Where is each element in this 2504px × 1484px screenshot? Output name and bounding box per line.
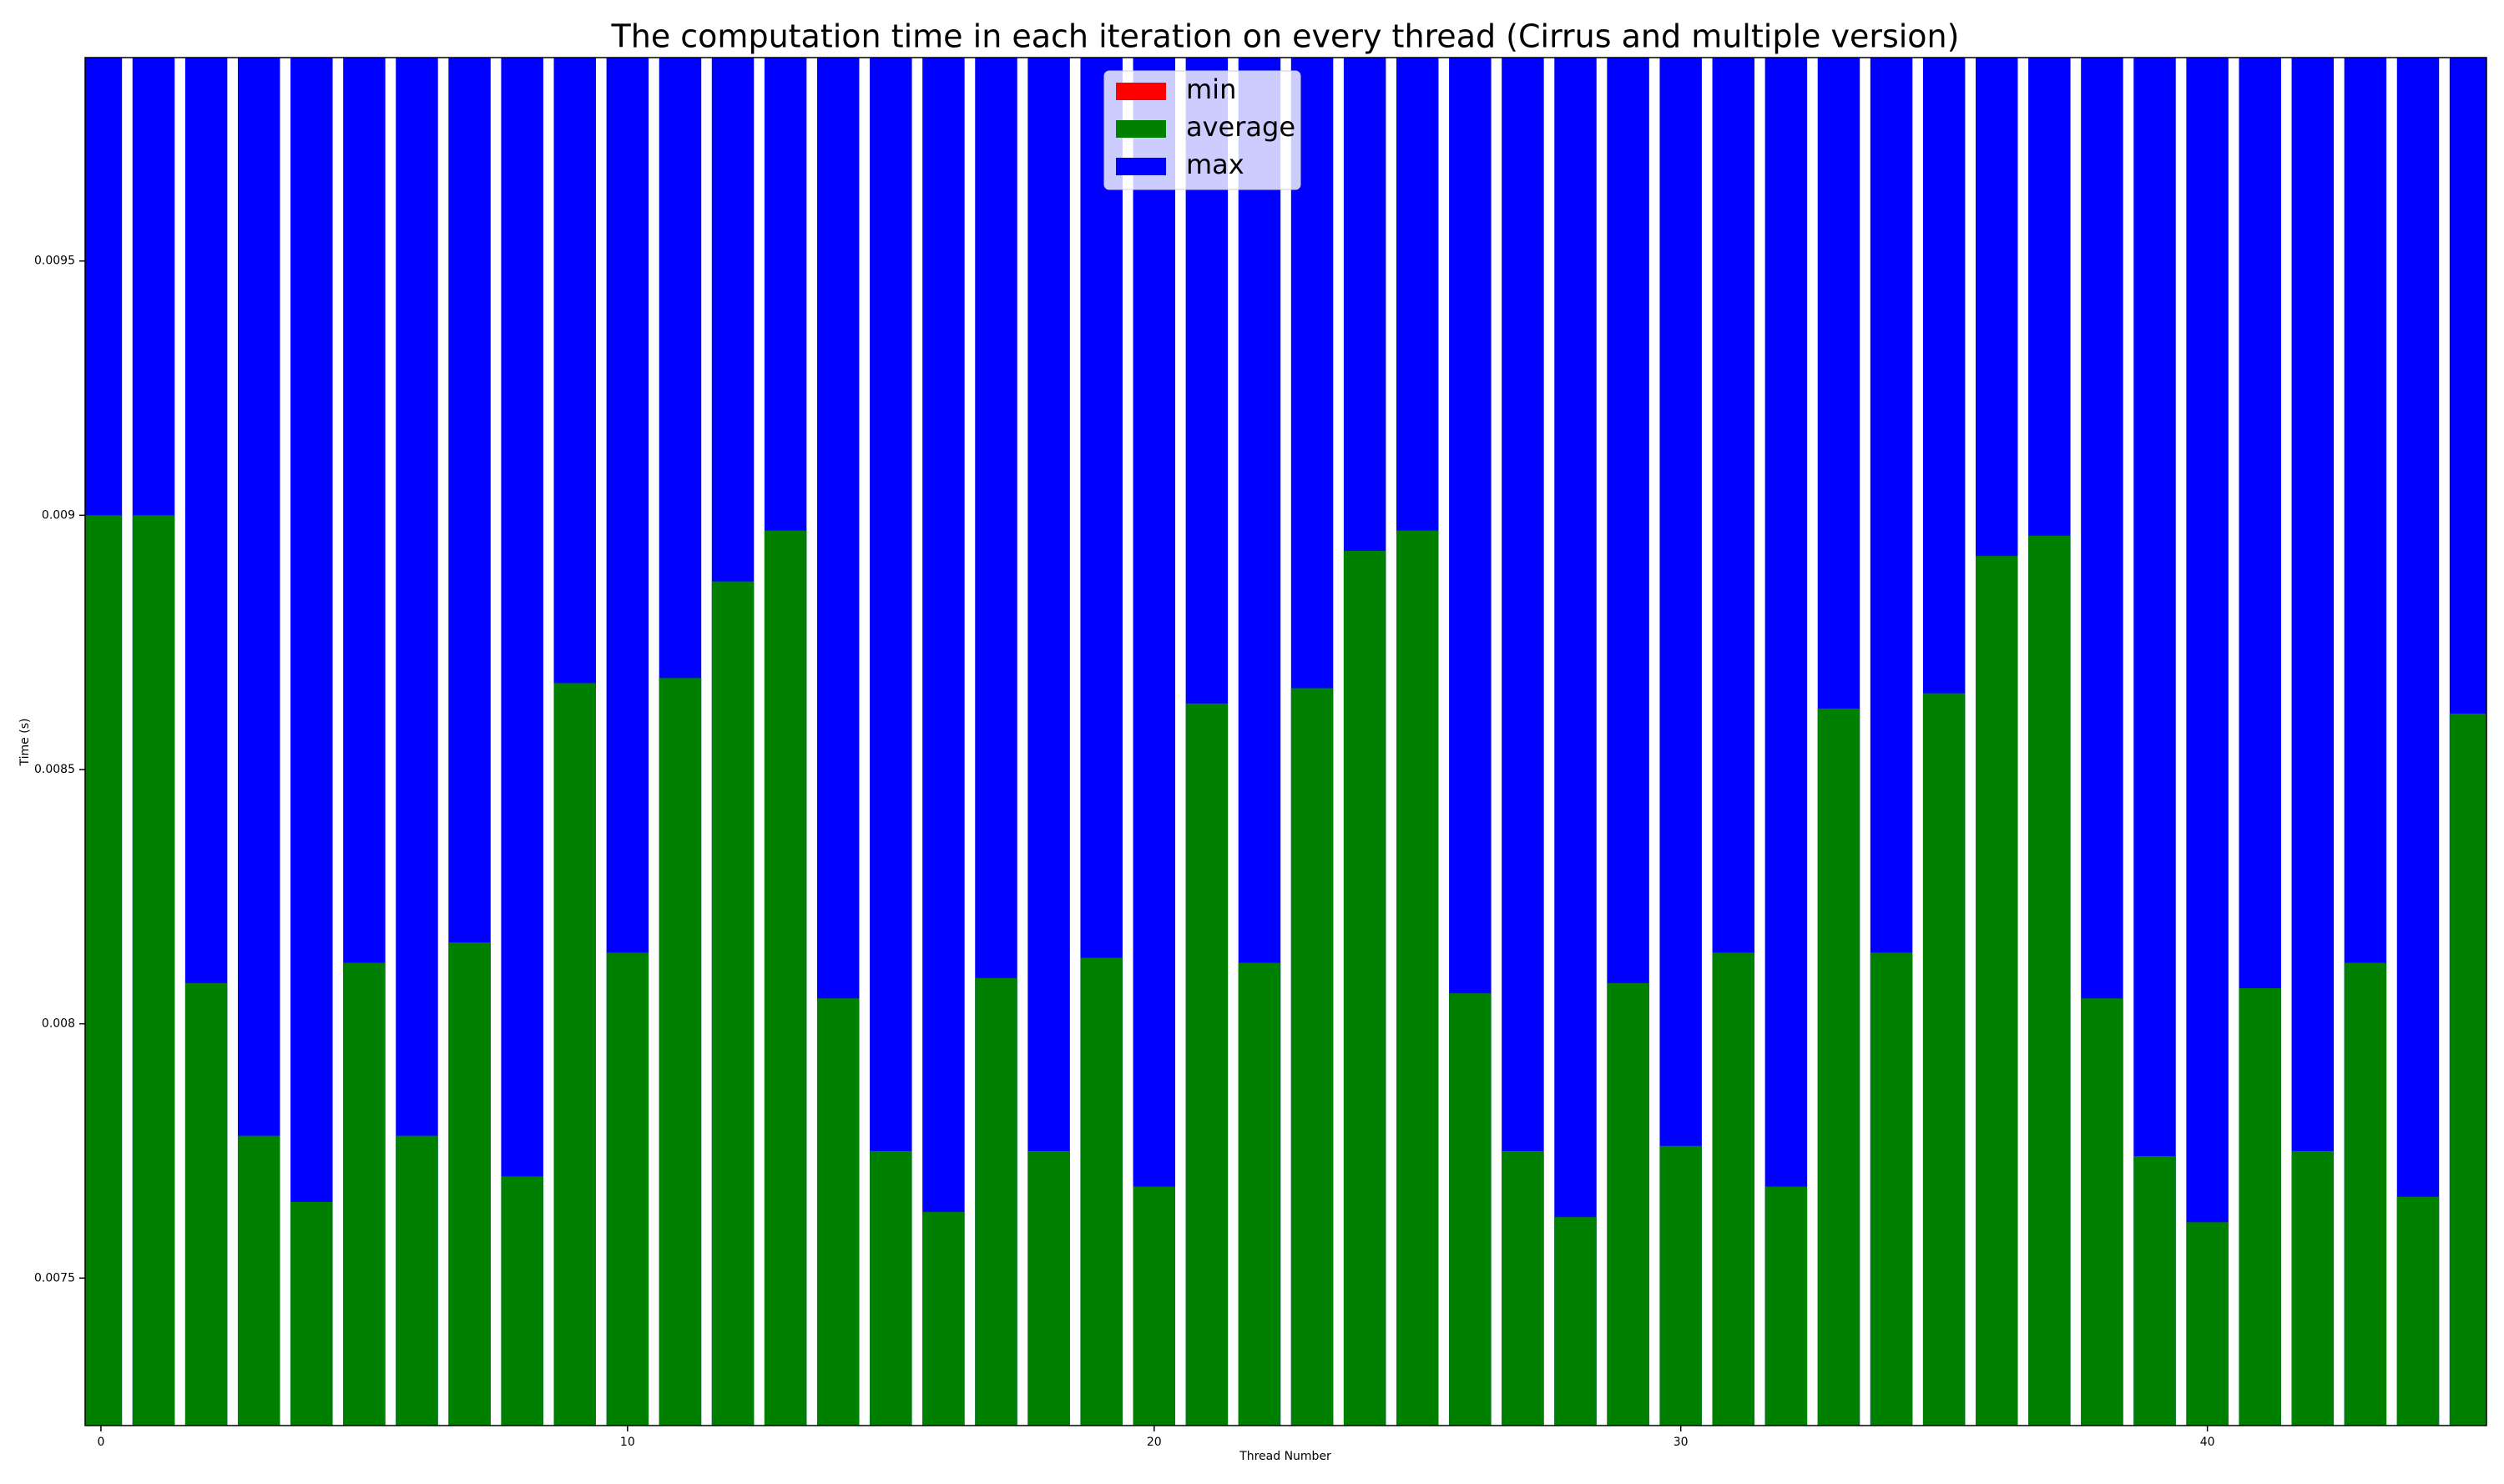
y-tick-label: 0.0085 bbox=[34, 763, 75, 776]
plot-area bbox=[85, 58, 2486, 1426]
y-tick-label: 0.008 bbox=[42, 1017, 75, 1031]
bar bbox=[1764, 1186, 1808, 1426]
bar bbox=[2028, 535, 2071, 1426]
x-axis-label: Thread Number bbox=[1239, 1450, 1331, 1463]
bar bbox=[2344, 962, 2387, 1426]
bar bbox=[711, 581, 755, 1426]
y-tick-label: 0.0075 bbox=[34, 1271, 75, 1285]
bar bbox=[1396, 530, 1439, 1426]
bar bbox=[343, 962, 386, 1426]
bar bbox=[816, 998, 860, 1426]
bar bbox=[1870, 952, 1913, 1426]
bar bbox=[85, 515, 123, 1426]
axes-frame bbox=[84, 57, 2487, 1426]
bar bbox=[1607, 982, 1649, 1426]
y-tick-label: 0.0095 bbox=[34, 255, 75, 268]
bar bbox=[1712, 952, 1755, 1426]
legend-label: min bbox=[1186, 73, 1236, 105]
bar bbox=[2133, 1156, 2176, 1426]
bar bbox=[1238, 962, 1281, 1426]
bar bbox=[1290, 688, 1334, 1426]
bar bbox=[1080, 957, 1123, 1426]
bar bbox=[2239, 988, 2281, 1426]
bar bbox=[1133, 1186, 1176, 1426]
bar bbox=[1449, 993, 1492, 1426]
bar bbox=[1976, 556, 2018, 1426]
bar bbox=[1817, 708, 1860, 1426]
bar bbox=[553, 683, 596, 1426]
bar bbox=[2186, 58, 2229, 1426]
y-axis-label: Time (s) bbox=[18, 719, 32, 767]
bar bbox=[237, 1135, 280, 1426]
legend-swatch bbox=[1116, 83, 1166, 100]
x-tick-label: 40 bbox=[2200, 1436, 2215, 1449]
chart-title: The computation time in each iteration o… bbox=[611, 18, 1960, 55]
x-tick-label: 30 bbox=[1674, 1436, 1689, 1449]
x-tick-label: 20 bbox=[1147, 1436, 1162, 1449]
bar bbox=[2449, 713, 2486, 1426]
bar bbox=[764, 530, 807, 1426]
legend-label: max bbox=[1186, 149, 1244, 180]
bar bbox=[501, 1176, 543, 1426]
legend-swatch bbox=[1116, 158, 1166, 175]
x-tick-label: 0 bbox=[97, 1436, 104, 1449]
bar bbox=[1659, 1145, 1702, 1426]
bar bbox=[290, 58, 333, 1426]
bar bbox=[1502, 1150, 1544, 1426]
x-tick-label: 10 bbox=[620, 1436, 635, 1449]
bar bbox=[1027, 1150, 1070, 1426]
bar bbox=[2396, 1196, 2440, 1426]
legend-label: average bbox=[1186, 111, 1295, 143]
bar bbox=[1185, 703, 1229, 1426]
bar bbox=[1343, 551, 1386, 1426]
bar bbox=[659, 678, 702, 1426]
bar bbox=[922, 1212, 965, 1426]
bar bbox=[1554, 58, 1597, 1426]
bar bbox=[606, 952, 649, 1426]
bar bbox=[922, 58, 965, 1426]
bar bbox=[2186, 1222, 2229, 1426]
bar bbox=[1922, 693, 1966, 1426]
y-tick-label: 0.009 bbox=[42, 508, 75, 522]
bar bbox=[448, 942, 491, 1426]
bar bbox=[396, 1135, 438, 1426]
bar bbox=[2291, 1150, 2335, 1426]
bar bbox=[1554, 1217, 1597, 1426]
legend-swatch bbox=[1116, 120, 1166, 138]
bar bbox=[975, 977, 1017, 1426]
bar bbox=[870, 1150, 912, 1426]
bar bbox=[132, 515, 175, 1426]
bar bbox=[2081, 998, 2123, 1426]
bar bbox=[290, 1201, 333, 1426]
bar bbox=[184, 982, 228, 1426]
